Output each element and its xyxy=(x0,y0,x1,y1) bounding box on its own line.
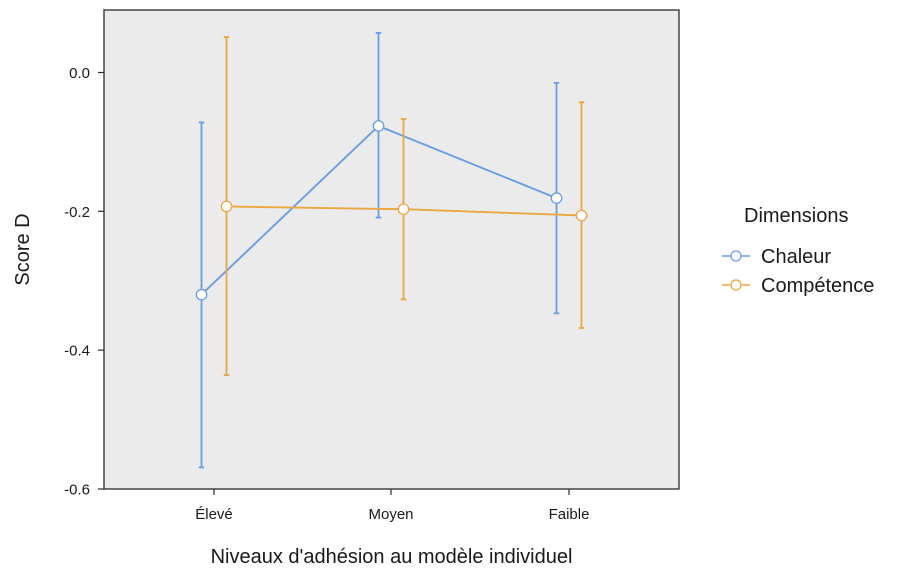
legend-key-marker xyxy=(730,279,742,291)
data-point xyxy=(397,203,410,216)
y-tick-label: 0.0 xyxy=(69,65,90,82)
data-point xyxy=(195,288,208,301)
legend-key-marker xyxy=(730,250,742,262)
series-layer xyxy=(195,32,588,469)
data-point xyxy=(220,200,233,213)
y-tick-label: -0.6 xyxy=(64,482,90,499)
data-point xyxy=(372,120,385,132)
series-compétence xyxy=(220,36,588,377)
legend-item-compétence: Compétence xyxy=(722,275,874,297)
plot-background xyxy=(104,10,679,489)
x-axis-label: Niveaux d'adhésion au modèle individuel xyxy=(211,546,573,568)
data-point xyxy=(575,209,588,222)
x-tick-label: Faible xyxy=(549,506,590,523)
legend-item-chaleur: Chaleur xyxy=(722,246,831,268)
x-tick-label: Élevé xyxy=(195,506,233,523)
series-chaleur xyxy=(195,32,563,469)
x-tick-label: Moyen xyxy=(368,506,413,523)
y-tick-label: -0.2 xyxy=(64,204,90,221)
axis-layer: 0.0 -0.2 -0.4 -0.6 Élevé Moyen Faible Niveaux d… xyxy=(12,65,589,568)
legend: Dimensions Chaleur Compétence xyxy=(722,205,874,297)
data-point xyxy=(550,192,563,204)
y-axis-label: Score D xyxy=(12,213,34,285)
legend-title: Dimensions xyxy=(744,205,848,227)
y-tick-label: -0.4 xyxy=(64,343,90,360)
legend-label: Chaleur xyxy=(761,246,831,268)
legend-label: Compétence xyxy=(761,275,874,297)
